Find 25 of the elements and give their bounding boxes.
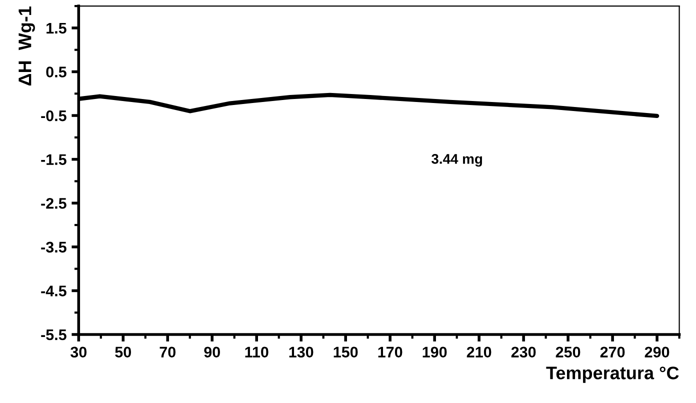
y-tick-label: -4.5	[41, 286, 66, 296]
y-tick-label: -3.5	[41, 242, 66, 253]
y-tick-label: -0.5	[41, 110, 66, 122]
x-tick-label: 30	[70, 346, 87, 358]
x-tick-label: 90	[204, 346, 220, 358]
x-axis-title: Temperatura °C	[546, 366, 679, 383]
x-tick-label: 270	[600, 346, 625, 358]
y-tick-label: -5.5	[41, 330, 66, 340]
x-tick-label: 190	[422, 346, 447, 358]
x-tick-label: 170	[378, 346, 402, 358]
x-tick-label: 50	[115, 346, 132, 358]
y-tick-label: -1.5	[41, 154, 66, 166]
x-tick-label: 290	[644, 346, 670, 358]
x-tick-label: 110	[245, 346, 268, 358]
x-tick-label: 230	[511, 346, 536, 358]
x-tick-label: 70	[160, 346, 176, 358]
y-tick-label: 1.5	[46, 22, 66, 34]
y-tick-label: -2.5	[41, 198, 66, 209]
y-tick-label: 0.5	[46, 66, 66, 78]
annotation: 3.44 mg	[432, 154, 482, 167]
x-tick-label: 210	[466, 346, 492, 358]
x-tick-label: 130	[289, 346, 314, 358]
x-tick-label: 250	[556, 346, 580, 358]
x-tick-label: 150	[334, 346, 358, 358]
y-axis-title: ΔH Wg-1	[18, 6, 35, 86]
